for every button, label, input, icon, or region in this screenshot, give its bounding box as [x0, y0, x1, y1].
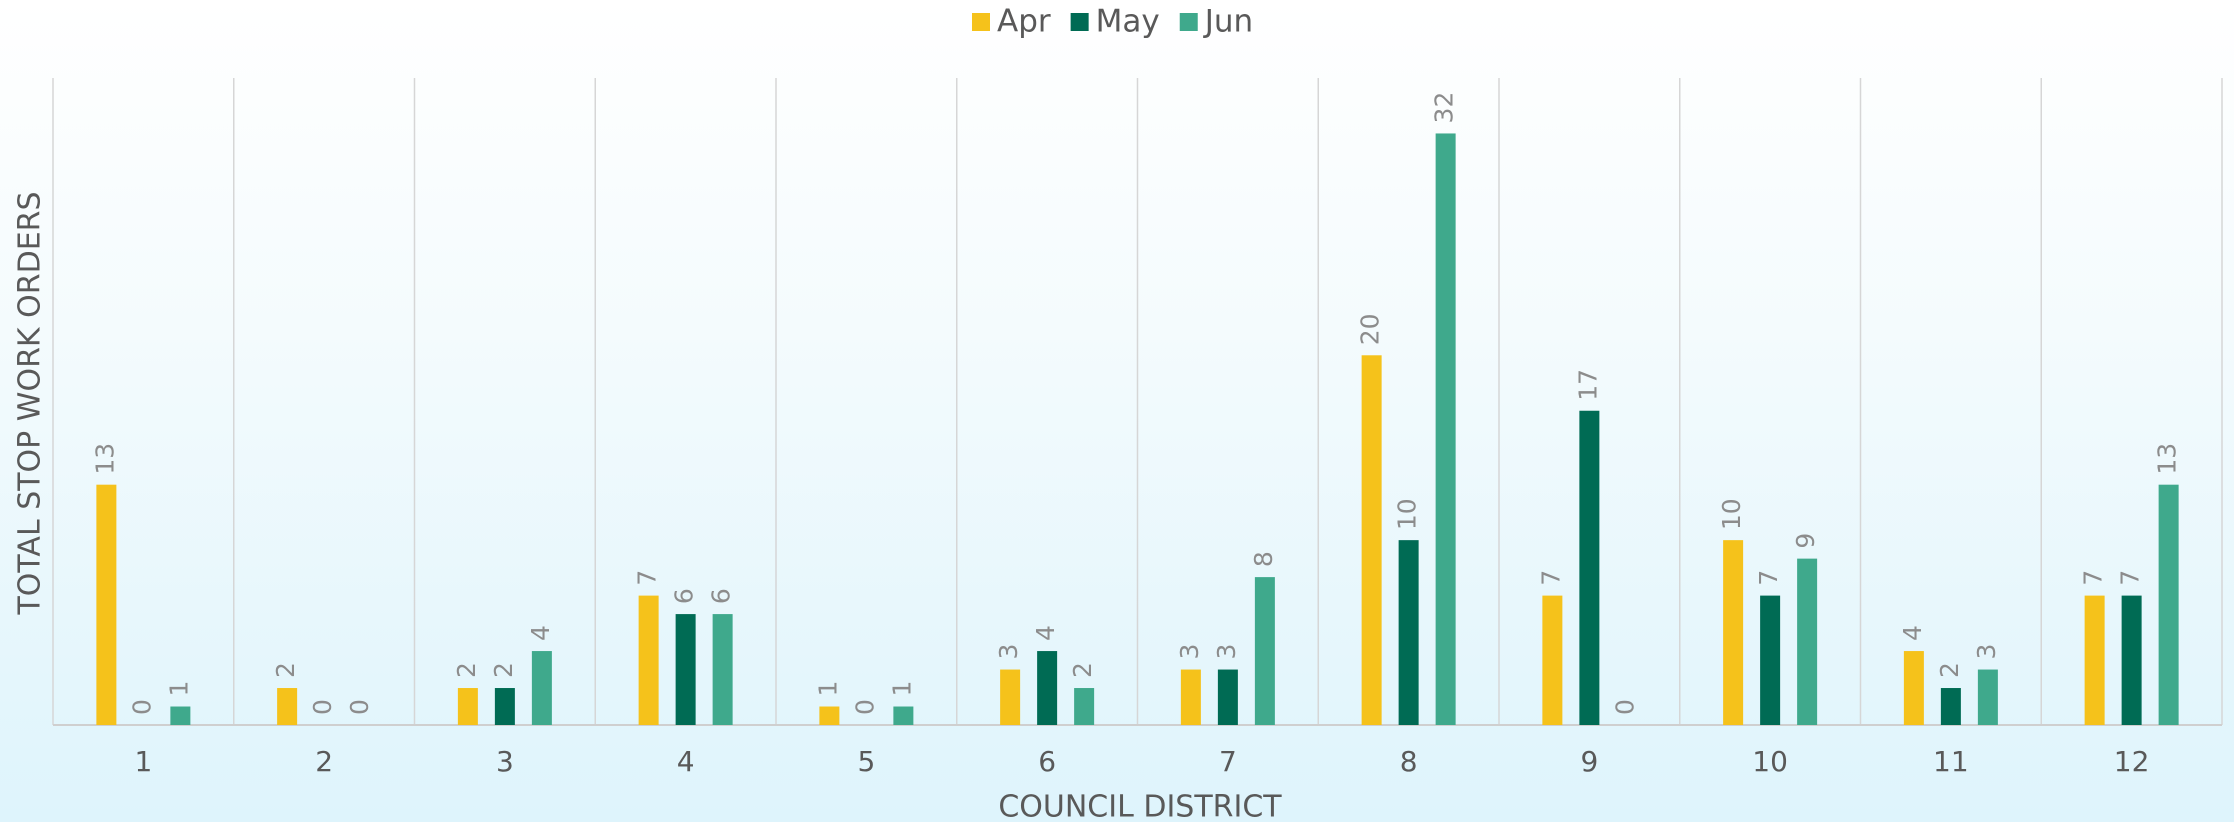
data-label: 4	[526, 625, 555, 641]
bar	[819, 706, 840, 725]
x-tick-label: 6	[1038, 745, 1056, 778]
data-label: 2	[271, 662, 300, 678]
bar	[893, 706, 914, 725]
data-label: 8	[1249, 551, 1278, 567]
bar	[1542, 595, 1563, 725]
bar	[1074, 688, 1095, 725]
data-label: 0	[345, 699, 374, 715]
data-label: 17	[1573, 369, 1602, 401]
data-label: 2	[452, 662, 481, 678]
bar	[1254, 577, 1275, 725]
bar	[1903, 651, 1924, 725]
data-label: 0	[127, 699, 156, 715]
data-label: 13	[2153, 443, 2182, 475]
data-label: 20	[1356, 313, 1385, 345]
data-label: 10	[1393, 498, 1422, 530]
x-tick-label: 9	[1580, 745, 1598, 778]
legend-label: May	[1096, 4, 1160, 40]
x-tick-label: 1	[134, 745, 152, 778]
bar	[494, 688, 515, 725]
data-label: 1	[164, 681, 193, 697]
bar	[1435, 133, 1456, 725]
bar	[170, 706, 191, 725]
data-label: 1	[813, 681, 842, 697]
legend-label: Apr	[997, 4, 1051, 40]
x-tick-label: 3	[496, 745, 514, 778]
data-label: 13	[90, 443, 119, 475]
x-tick-label: 2	[315, 745, 333, 778]
data-label: 3	[994, 644, 1023, 660]
data-label: 32	[1430, 92, 1459, 124]
data-label: 0	[308, 699, 337, 715]
bar	[1217, 669, 1238, 725]
bar	[1723, 540, 1744, 725]
bar	[1398, 540, 1419, 725]
bar	[1180, 669, 1201, 725]
data-label: 7	[2079, 570, 2108, 586]
x-tick-label: 4	[677, 745, 695, 778]
bar	[457, 688, 478, 725]
bar	[277, 688, 298, 725]
legend-swatch	[1179, 13, 1198, 31]
bar	[1797, 558, 1818, 725]
data-label: 0	[850, 699, 879, 715]
data-label: 1	[887, 681, 916, 697]
data-label: 3	[1212, 644, 1241, 660]
data-label: 3	[1972, 644, 2001, 660]
bar	[675, 614, 696, 725]
legend-swatch	[1070, 13, 1089, 31]
data-label: 2	[489, 662, 518, 678]
bar	[2158, 484, 2179, 725]
bar	[531, 651, 552, 725]
bar	[2084, 595, 2105, 725]
bar	[1760, 595, 1781, 725]
data-label: 7	[633, 570, 662, 586]
data-label: 2	[1935, 662, 1964, 678]
data-label: 10	[1717, 498, 1746, 530]
legend-label: Jun	[1203, 4, 1253, 40]
data-label: 7	[2116, 570, 2145, 586]
bar	[96, 484, 117, 725]
data-label: 4	[1898, 625, 1927, 641]
data-label: 0	[1610, 699, 1639, 715]
data-label: 6	[707, 588, 736, 604]
data-label: 7	[1536, 570, 1565, 586]
bar	[1037, 651, 1058, 725]
bar	[712, 614, 733, 725]
bar	[1579, 410, 1600, 725]
bar	[2121, 595, 2142, 725]
data-label: 2	[1068, 662, 1097, 678]
x-tick-label: 5	[857, 745, 875, 778]
bar	[1000, 669, 1021, 725]
y-axis-title: TOTAL STOP WORK ORDERS	[13, 191, 48, 615]
legend-swatch	[972, 13, 990, 31]
data-label: 7	[1754, 570, 1783, 586]
x-tick-label: 11	[1933, 745, 1969, 778]
bar	[1977, 669, 1998, 725]
bar	[1940, 688, 1961, 725]
data-label: 3	[1175, 644, 1204, 660]
x-tick-label: 12	[2114, 745, 2150, 778]
x-tick-label: 10	[1752, 745, 1788, 778]
x-tick-label: 7	[1219, 745, 1237, 778]
x-tick-label: 8	[1400, 745, 1418, 778]
bar	[1361, 355, 1382, 725]
bar	[638, 595, 659, 725]
data-label: 4	[1031, 625, 1060, 641]
data-label: 6	[670, 588, 699, 604]
x-axis-title: COUNCIL DISTRICT	[998, 790, 1282, 822]
data-label: 9	[1791, 533, 1820, 549]
